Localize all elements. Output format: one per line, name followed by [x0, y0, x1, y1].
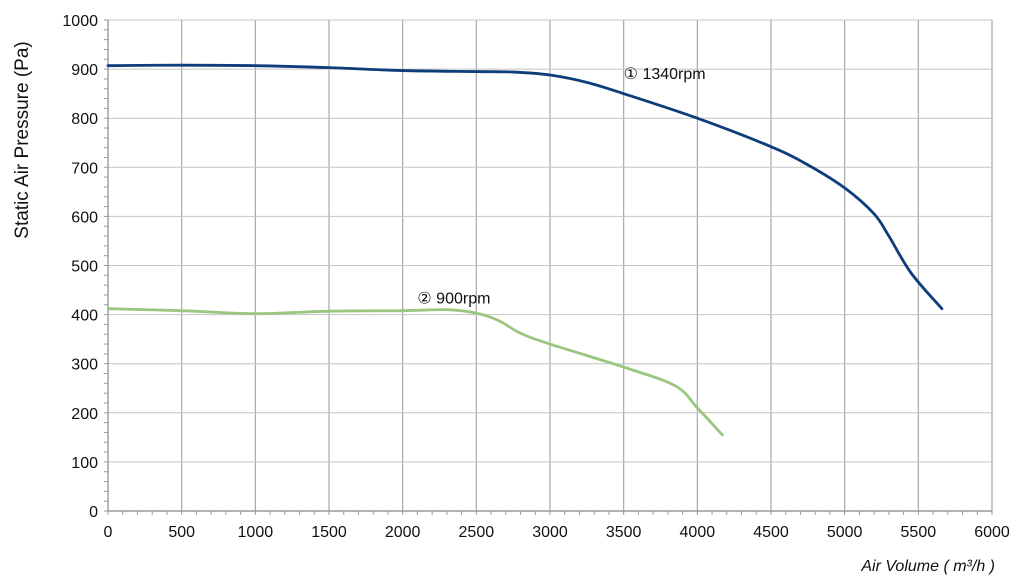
series-line-1	[106, 63, 944, 311]
y-tick-label: 900	[71, 62, 98, 79]
x-axis-title: Air Volume ( m³/h )	[860, 558, 995, 575]
y-tick-label: 100	[71, 455, 98, 472]
y-tick-label: 1000	[62, 13, 98, 30]
x-tick-label: 0	[104, 524, 113, 541]
y-tick-label: 300	[71, 357, 98, 374]
x-tick-label: 1000	[238, 524, 274, 541]
annotations: ① 1340rpm ② 900rpm	[417, 66, 705, 307]
y-tick-label: 200	[71, 406, 98, 423]
y-tick-label: 800	[71, 111, 98, 128]
y-tick-label: 0	[89, 504, 98, 521]
y-axis-title: Static Air Pressure (Pa)	[12, 41, 33, 238]
x-tick-label: 5500	[901, 524, 937, 541]
x-tick-label: 500	[168, 524, 195, 541]
x-tick-label: 4000	[680, 524, 716, 541]
series-label-1: ① 1340rpm	[624, 66, 706, 83]
axes	[104, 19, 993, 515]
series	[106, 63, 944, 437]
x-tick-label: 2000	[385, 524, 421, 541]
y-tick-label: 400	[71, 308, 98, 325]
x-tick-label: 6000	[974, 524, 1010, 541]
x-tick-label: 2500	[459, 524, 495, 541]
x-tick-label: 5000	[827, 524, 863, 541]
y-tick-label: 700	[71, 160, 98, 177]
y-tick-label: 500	[71, 259, 98, 276]
grid	[108, 19, 993, 511]
series-label-2: ② 900rpm	[417, 290, 490, 307]
x-tick-label: 1500	[311, 524, 347, 541]
series-line-2	[106, 307, 724, 437]
x-tick-label: 4500	[753, 524, 789, 541]
tick-labels: 0 500 1000 1500 2000 2500 3000 3500 4000 4500 5000…	[62, 13, 1009, 541]
x-tick-label: 3000	[532, 524, 568, 541]
y-tick-label: 600	[71, 209, 98, 226]
x-tick-label: 3500	[606, 524, 642, 541]
